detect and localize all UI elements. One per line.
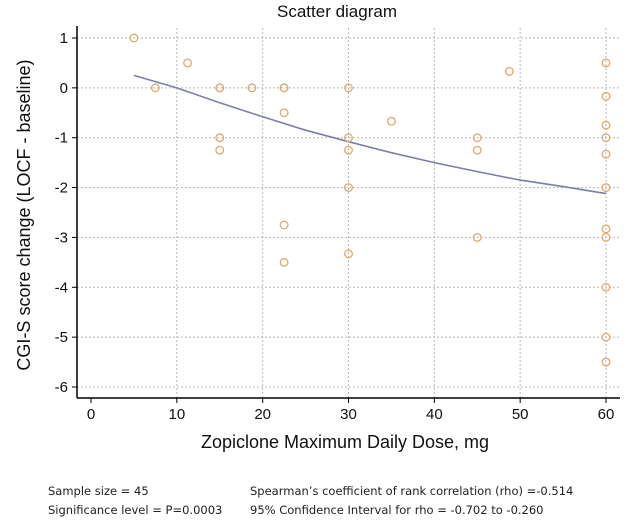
trend-line [133, 74, 607, 195]
data-point [247, 83, 257, 93]
data-point [601, 149, 611, 159]
y-tick-label: -2 [55, 180, 68, 197]
x-axis-label: Zopiclone Maximum Daily Dose, mg [201, 432, 489, 452]
data-point [601, 232, 611, 242]
data-point [601, 58, 611, 68]
data-point [215, 145, 225, 155]
y-tick-label: 1 [60, 30, 68, 47]
data-point [344, 145, 353, 155]
data-point [601, 133, 611, 143]
x-tick-label: 50 [512, 406, 529, 423]
y-tick-label: -6 [55, 379, 68, 396]
data-point [601, 120, 611, 130]
trend-layer [133, 74, 607, 195]
y-tick-label: -1 [55, 130, 68, 147]
y-axis-label: CGI-S score change (LOCF - baseline) [14, 59, 34, 370]
data-point [344, 83, 353, 93]
x-tick-label: 0 [87, 406, 95, 423]
data-point [601, 183, 611, 193]
data-point [601, 357, 611, 367]
data-point [129, 33, 139, 43]
data-point [504, 66, 514, 76]
sample-size-text: Sample size = 45 [48, 484, 149, 498]
y-tick-label: -3 [55, 229, 68, 246]
data-point [601, 332, 611, 342]
x-tick-label: 10 [168, 406, 185, 423]
data-point [601, 91, 611, 101]
point-layer [129, 33, 611, 367]
data-point [215, 133, 225, 143]
data-point [279, 257, 289, 267]
x-tick-label: 30 [340, 406, 357, 423]
data-point [601, 224, 611, 234]
data-point [183, 58, 193, 68]
spearman-text: Spearman’s coefficient of rank correlati… [250, 484, 574, 498]
data-point [601, 282, 611, 292]
significance-text: Significance level = P=0.0003 [48, 503, 223, 517]
data-point [344, 183, 353, 193]
data-point [472, 145, 482, 155]
x-tick-label: 20 [254, 406, 271, 423]
y-tick-label: -5 [55, 329, 68, 346]
data-point [472, 232, 482, 242]
y-tick-label: -4 [55, 279, 68, 296]
data-point [279, 83, 289, 93]
data-point [386, 116, 396, 126]
data-point [472, 133, 482, 143]
x-tick-label: 60 [598, 406, 615, 423]
data-point [215, 83, 225, 93]
chart-title: Scatter diagram [277, 2, 397, 21]
data-point [279, 220, 289, 230]
x-tick-label: 40 [426, 406, 443, 423]
grid [77, 28, 620, 398]
data-point [344, 133, 353, 143]
data-point [344, 249, 353, 259]
confidence-interval-text: 95% Confidence Interval for rho = -0.702… [250, 503, 544, 517]
data-point [279, 108, 289, 118]
scatter-chart: Scatter diagram 0 10 20 30 40 50 6010-1-2-3-4-… [14, 2, 620, 452]
data-point [150, 83, 160, 93]
y-tick-label: 0 [60, 80, 68, 97]
